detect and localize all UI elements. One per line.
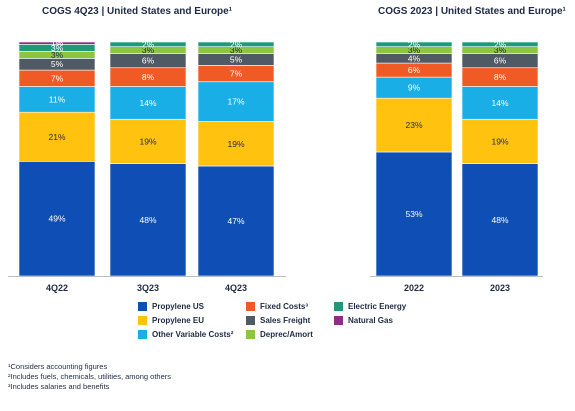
data-label: 6% bbox=[408, 65, 421, 75]
legend: Propylene US Propylene EU Other Variable… bbox=[138, 302, 438, 342]
legend-swatch bbox=[138, 302, 147, 311]
bar-segment bbox=[18, 86, 96, 113]
legend-swatch bbox=[246, 330, 255, 339]
legend-item: Electric Energy bbox=[334, 302, 406, 311]
legend-item: Propylene US bbox=[138, 302, 204, 311]
data-label: 23% bbox=[405, 120, 422, 130]
bar-segment bbox=[197, 81, 275, 122]
bar-segment bbox=[18, 161, 96, 277]
data-label: 2% bbox=[142, 39, 155, 49]
data-label: 5% bbox=[51, 59, 64, 69]
bar-segment bbox=[109, 163, 187, 277]
data-label: 2% bbox=[408, 39, 421, 49]
category-label: 4Q22 bbox=[46, 283, 68, 293]
legend-label: Natural Gas bbox=[348, 316, 393, 325]
bar-segment bbox=[461, 163, 539, 277]
footnote: ²Includes fuels, chemicals, utilities, a… bbox=[8, 372, 171, 381]
legend-item: Propylene EU bbox=[138, 316, 204, 325]
category-label: 4Q23 bbox=[225, 283, 247, 293]
data-label: 14% bbox=[491, 98, 508, 108]
data-label: 47% bbox=[227, 216, 244, 226]
category-label: 2023 bbox=[490, 283, 510, 293]
legend-swatch bbox=[334, 302, 343, 311]
data-label: 3% bbox=[51, 43, 64, 53]
data-label: 19% bbox=[139, 136, 156, 146]
legend-item: Sales Freight bbox=[246, 316, 310, 325]
data-label: 3% bbox=[142, 45, 155, 55]
legend-label: Propylene EU bbox=[152, 316, 205, 325]
legend-item: Deprec/Amort bbox=[246, 330, 313, 339]
bar-segment bbox=[109, 118, 187, 164]
data-label: 6% bbox=[142, 56, 155, 66]
data-label: 48% bbox=[491, 215, 508, 225]
bar-segment bbox=[375, 151, 453, 277]
data-label: 6% bbox=[494, 56, 507, 66]
legend-item: Fixed Costs³ bbox=[246, 302, 308, 311]
data-label: 3% bbox=[230, 45, 243, 55]
legend-label: Fixed Costs³ bbox=[260, 302, 309, 311]
data-label: 19% bbox=[227, 139, 244, 149]
category-label: 2022 bbox=[404, 283, 424, 293]
stacked-bar-charts: 49%21%11%7%5%3%3%1%4Q2248%19%14%8%6%3%2%… bbox=[8, 38, 543, 293]
data-label: 3% bbox=[51, 50, 64, 60]
data-label: 9% bbox=[408, 83, 421, 93]
data-label: 48% bbox=[139, 215, 156, 225]
data-label: 5% bbox=[230, 55, 243, 65]
data-label: 17% bbox=[227, 97, 244, 107]
data-label: 2% bbox=[230, 39, 243, 49]
data-label: 3% bbox=[494, 45, 507, 55]
data-label: 1% bbox=[51, 38, 64, 48]
legend-item: Other Variable Costs² bbox=[138, 330, 233, 339]
bar-segment bbox=[18, 111, 96, 162]
chart-title-right: COGS 2023 | United States and Europe¹ bbox=[378, 6, 566, 17]
bar-segment bbox=[375, 41, 453, 47]
data-label: 53% bbox=[405, 209, 422, 219]
data-label: 2% bbox=[494, 39, 507, 49]
data-label: 7% bbox=[51, 73, 64, 83]
bar-segment bbox=[461, 41, 539, 47]
data-label: 7% bbox=[230, 69, 243, 79]
bar-segment bbox=[197, 41, 275, 47]
legend-label: Propylene US bbox=[152, 302, 205, 311]
data-label: 11% bbox=[49, 94, 66, 104]
bar-segment bbox=[375, 97, 453, 153]
data-label: 19% bbox=[491, 136, 508, 146]
bar-segment bbox=[109, 41, 187, 47]
data-label: 14% bbox=[139, 98, 156, 108]
category-label: 3Q23 bbox=[137, 283, 159, 293]
legend-swatch bbox=[334, 316, 343, 325]
legend-swatch bbox=[246, 302, 255, 311]
legend-swatch bbox=[246, 316, 255, 325]
footnote: ³Includes salaries and benefits bbox=[8, 382, 110, 391]
data-label: 21% bbox=[48, 132, 65, 142]
data-label: 8% bbox=[494, 72, 507, 82]
legend-label: Deprec/Amort bbox=[260, 330, 313, 339]
legend-swatch bbox=[138, 330, 147, 339]
data-label: 4% bbox=[408, 53, 421, 63]
footnotes: ¹Considers accounting figures ²Includes … bbox=[8, 362, 171, 392]
legend-label: Other Variable Costs² bbox=[152, 330, 234, 339]
bar-segment bbox=[18, 41, 96, 45]
legend-label: Sales Freight bbox=[260, 316, 311, 325]
data-label: 3% bbox=[408, 45, 421, 55]
bar-segment bbox=[461, 86, 539, 120]
chart-title-left: COGS 4Q23 | United States and Europe¹ bbox=[42, 6, 233, 17]
data-label: 49% bbox=[48, 214, 65, 224]
bar-segment bbox=[197, 121, 275, 167]
legend-item: Natural Gas bbox=[334, 316, 393, 325]
legend-swatch bbox=[138, 316, 147, 325]
data-label: 8% bbox=[142, 72, 155, 82]
bar-segment bbox=[461, 118, 539, 164]
footnote: ¹Considers accounting figures bbox=[8, 362, 108, 371]
legend-label: Electric Energy bbox=[348, 302, 407, 311]
